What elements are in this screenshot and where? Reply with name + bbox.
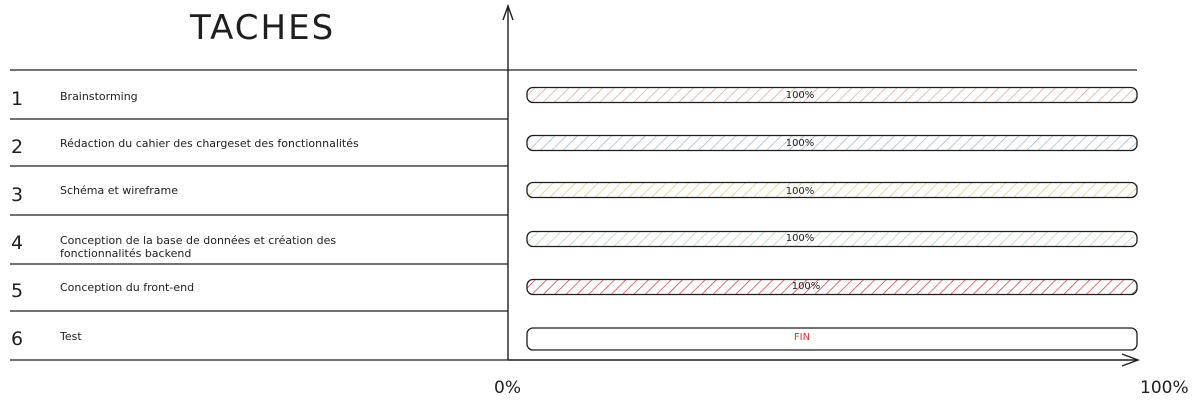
bar-value-label: 100% xyxy=(791,281,821,292)
task-number: 5 xyxy=(11,280,24,302)
progress-bar xyxy=(526,327,1138,351)
task-label: Brainstorming xyxy=(60,90,138,103)
task-label: Rédaction du cahier des chargeset des fo… xyxy=(60,137,359,150)
task-label: Conception du front-end xyxy=(60,281,195,294)
bar-value-label: 100% xyxy=(785,90,815,101)
task-label: Test xyxy=(60,330,82,343)
progress-bar xyxy=(526,134,1138,152)
task-number: 4 xyxy=(11,232,24,254)
progress-bar xyxy=(526,278,1138,296)
bar-value-label: 100% xyxy=(785,233,815,244)
bar-value-label: FIN xyxy=(793,332,811,343)
task-label: Schéma et wireframe xyxy=(60,184,179,197)
progress-bar xyxy=(526,86,1138,104)
y-axis-arrow xyxy=(502,3,514,360)
task-number: 1 xyxy=(11,88,24,110)
x-axis-min-label: 0% xyxy=(494,378,521,398)
bars-layer xyxy=(526,86,1138,351)
bar-value-label: 100% xyxy=(785,138,815,149)
task-label: Conception de la base de données et créa… xyxy=(60,234,337,260)
task-number: 3 xyxy=(11,184,24,206)
progress-bar xyxy=(526,181,1138,199)
progress-bar xyxy=(526,230,1138,248)
page-title: TACHES xyxy=(190,8,336,48)
x-axis-arrow xyxy=(508,353,1140,367)
x-axis-max-label: 100% xyxy=(1140,378,1189,398)
task-number: 2 xyxy=(11,136,24,158)
bar-value-label: 100% xyxy=(785,186,815,197)
task-number: 6 xyxy=(11,328,24,350)
table-lines xyxy=(10,69,1137,361)
